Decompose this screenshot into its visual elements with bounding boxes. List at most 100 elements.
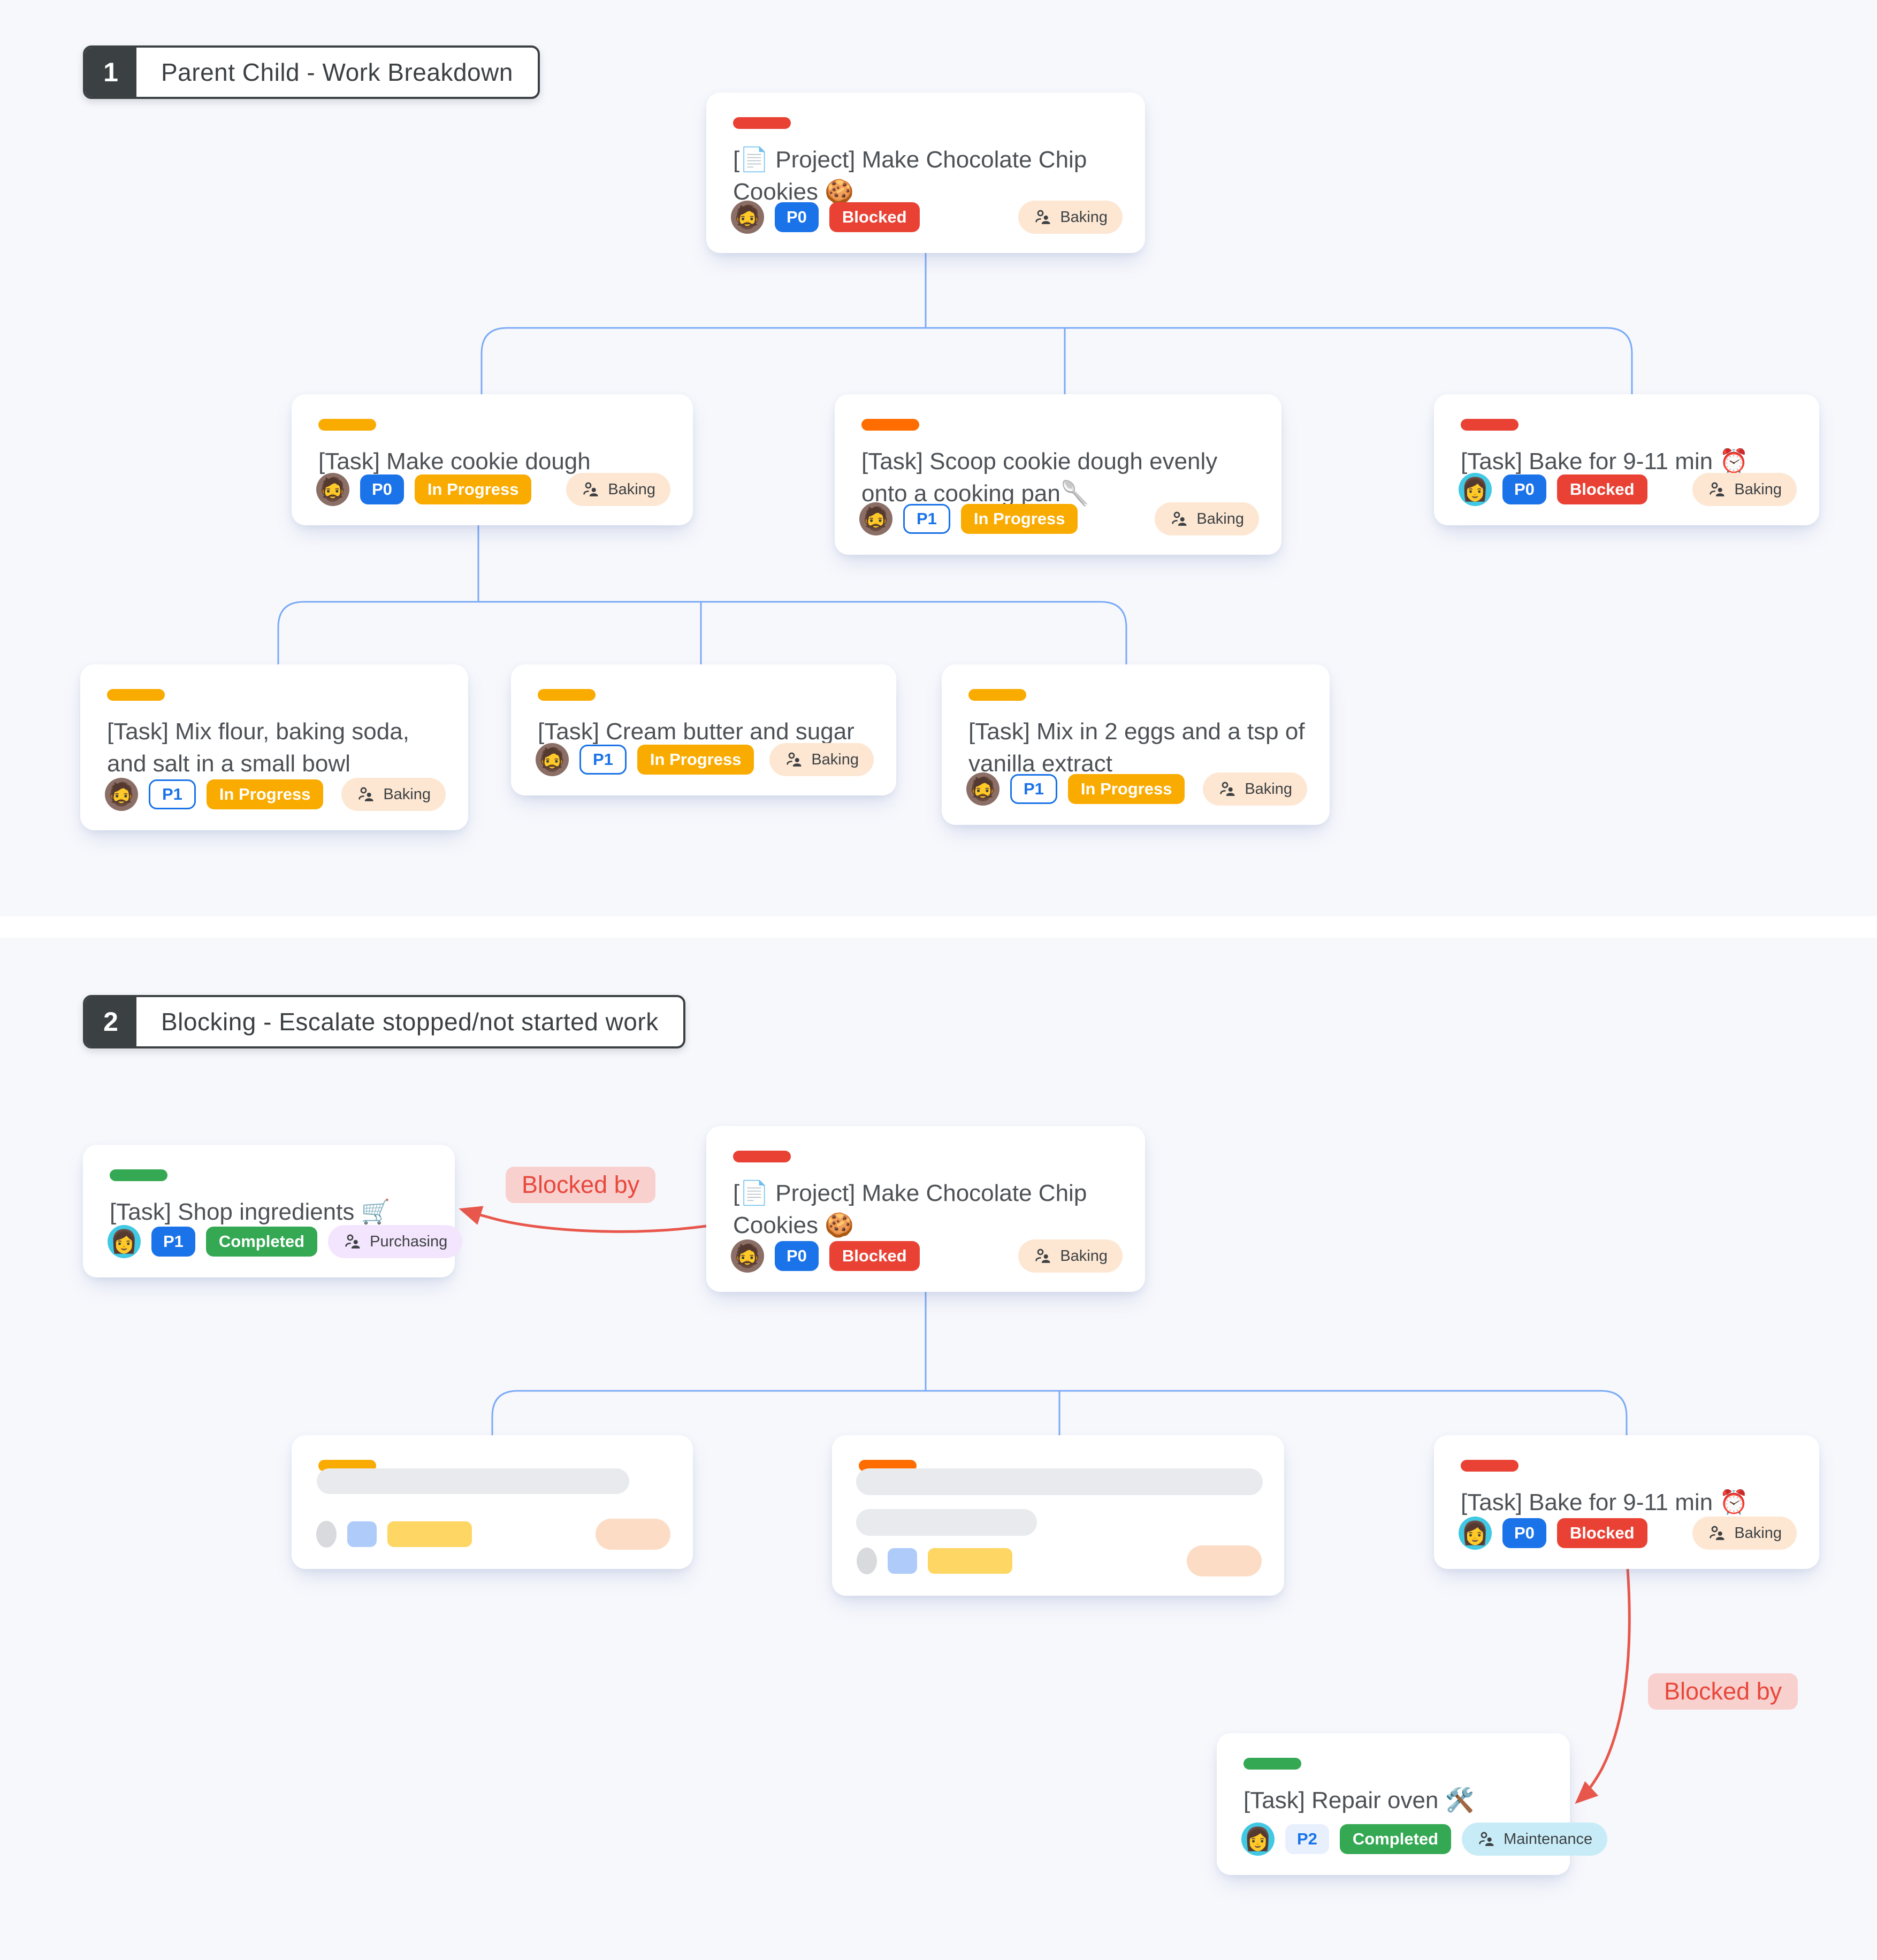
- assignee-avatar-icon: 👩: [1459, 473, 1492, 506]
- priority-badge: P0: [775, 202, 819, 232]
- status-badge: In Progress: [1067, 774, 1185, 804]
- card-title: [Task] Cream butter and sugar: [538, 718, 854, 745]
- priority-bar: [861, 419, 919, 431]
- team-icon: [1220, 782, 1235, 796]
- priority-badge: P1: [1010, 774, 1057, 804]
- status-badge: In Progress: [637, 745, 754, 775]
- task-card-project-1[interactable]: [📄 Project] Make Chocolate Chip Cookies …: [706, 93, 1145, 253]
- priority-bar: [733, 1151, 791, 1162]
- task-card-placeholder-1[interactable]: [292, 1435, 693, 1569]
- priority-badge: P0: [1502, 1518, 1546, 1548]
- section-2-number: 2: [85, 997, 136, 1046]
- team-tag: Baking: [1018, 1239, 1123, 1273]
- team-icon: [583, 482, 598, 496]
- priority-badge: P0: [1502, 474, 1546, 504]
- status-placeholder: [387, 1521, 472, 1547]
- section-1-number: 1: [85, 48, 136, 97]
- team-icon: [345, 1234, 360, 1249]
- team-tag-label: Baking: [1060, 208, 1108, 226]
- task-card-make-dough[interactable]: [Task] Make cookie dough 🧔 P0 In Progres…: [292, 394, 693, 525]
- tree-connectors: [277, 253, 1633, 1435]
- tag-placeholder: [596, 1519, 670, 1550]
- card-title: [Task] Shop ingredients 🛒: [110, 1199, 391, 1225]
- assignee-avatar-icon: 🧔: [105, 778, 138, 811]
- team-tag: Baking: [341, 778, 446, 811]
- section-2-header: 2 Blocking - Escalate stopped/not starte…: [83, 995, 685, 1048]
- status-badge: Blocked: [829, 1241, 920, 1271]
- task-card-bake-1[interactable]: [Task] Bake for 9-11 min ⏰ 👩 P0 Blocked …: [1434, 394, 1819, 525]
- card-title: [Task] Scoop cookie dough evenly onto a …: [861, 448, 1218, 507]
- task-card-eggs[interactable]: [Task] Mix in 2 eggs and a tsp of vanill…: [942, 664, 1330, 825]
- team-icon: [1035, 210, 1050, 224]
- team-tag-label: Baking: [811, 751, 859, 768]
- assignee-avatar-icon: 🧔: [966, 772, 999, 806]
- status-placeholder: [928, 1548, 1012, 1574]
- title-placeholder-line-2: [856, 1509, 1037, 1536]
- priority-bar: [538, 689, 596, 701]
- team-tag-label: Baking: [1734, 1524, 1782, 1542]
- card-title: [Task] Mix flour, baking soda, and salt …: [107, 718, 409, 777]
- title-placeholder: [317, 1468, 629, 1494]
- team-tag-label: Maintenance: [1504, 1830, 1593, 1848]
- team-tag-label: Baking: [1196, 510, 1244, 527]
- section-1-header: 1 Parent Child - Work Breakdown: [83, 45, 540, 99]
- team-tag-label: Purchasing: [370, 1232, 448, 1250]
- status-badge: Blocked: [1556, 1518, 1647, 1548]
- card-title: [Task] Bake for 9-11 min ⏰: [1461, 1489, 1749, 1515]
- priority-bar: [318, 419, 376, 431]
- priority-bar: [1461, 1460, 1519, 1472]
- task-card-cream[interactable]: [Task] Cream butter and sugar 🧔 P1 In Pr…: [511, 664, 896, 795]
- tag-placeholder: [1187, 1545, 1262, 1576]
- task-card-repair[interactable]: [Task] Repair oven 🛠️ 👩 P2 Completed Mai…: [1217, 1733, 1608, 1875]
- assignee-avatar-icon: 🧔: [859, 502, 892, 535]
- team-icon: [1710, 1526, 1725, 1540]
- task-card-placeholder-2[interactable]: [832, 1435, 1284, 1596]
- team-tag-label: Baking: [383, 785, 431, 803]
- assignee-avatar-icon: 🧔: [731, 201, 764, 234]
- team-tag: Baking: [566, 473, 670, 506]
- task-card-mix-dry[interactable]: [Task] Mix flour, baking soda, and salt …: [80, 664, 468, 830]
- avatar-placeholder: [316, 1521, 337, 1548]
- card-title: [Task] Bake for 9-11 min ⏰: [1461, 448, 1749, 474]
- card-title: [Task] Mix in 2 eggs and a tsp of vanill…: [968, 718, 1305, 777]
- team-tag: Baking: [769, 743, 874, 776]
- card-title: [📄 Project] Make Chocolate Chip Cookies …: [733, 1180, 1087, 1238]
- team-tag-label: Baking: [1245, 780, 1292, 798]
- team-tag: Maintenance: [1462, 1823, 1608, 1856]
- team-icon: [1172, 511, 1187, 526]
- priority-bar: [107, 689, 165, 701]
- status-badge: Blocked: [1556, 474, 1647, 504]
- title-placeholder: [856, 1468, 1263, 1495]
- team-tag-label: Baking: [608, 480, 655, 498]
- team-tag-label: Baking: [1734, 480, 1782, 498]
- priority-badge: P1: [903, 504, 950, 534]
- connector-rail-level2: [480, 327, 1633, 394]
- task-card-project-2[interactable]: [📄 Project] Make Chocolate Chip Cookies …: [706, 1126, 1145, 1292]
- status-badge: In Progress: [960, 504, 1078, 534]
- blocked-by-label-shop: Blocked by: [506, 1167, 656, 1203]
- priority-bar: [1243, 1758, 1301, 1770]
- task-card-bake-2[interactable]: [Task] Bake for 9-11 min ⏰ 👩 P0 Blocked …: [1434, 1435, 1819, 1569]
- priority-badge: P2: [1285, 1824, 1329, 1854]
- section-1-title: Parent Child - Work Breakdown: [161, 58, 513, 86]
- priority-bar: [733, 117, 791, 129]
- connector-rail-level3: [277, 601, 1127, 664]
- blocking-arrows: [459, 1206, 1631, 1804]
- blocked-by-arrow-shop: [459, 1206, 707, 1233]
- priority-placeholder: [347, 1521, 377, 1547]
- task-card-shop[interactable]: [Task] Shop ingredients 🛒 👩 P1 Completed…: [83, 1145, 463, 1277]
- team-icon: [1035, 1249, 1050, 1263]
- status-badge: In Progress: [206, 779, 324, 809]
- priority-bar: [1461, 419, 1519, 431]
- status-badge: Completed: [205, 1227, 318, 1257]
- assignee-avatar-icon: 🧔: [316, 473, 349, 506]
- priority-badge: P0: [360, 474, 404, 504]
- blocked-by-label-repair: Blocked by: [1648, 1673, 1798, 1710]
- priority-badge: P1: [151, 1227, 195, 1257]
- blocked-by-arrow-repair: [1575, 1568, 1631, 1804]
- team-tag-label: Baking: [1060, 1247, 1108, 1265]
- priority-bar: [968, 689, 1026, 701]
- task-card-scoop[interactable]: [Task] Scoop cookie dough evenly onto a …: [835, 394, 1281, 555]
- team-tag: Purchasing: [328, 1225, 463, 1258]
